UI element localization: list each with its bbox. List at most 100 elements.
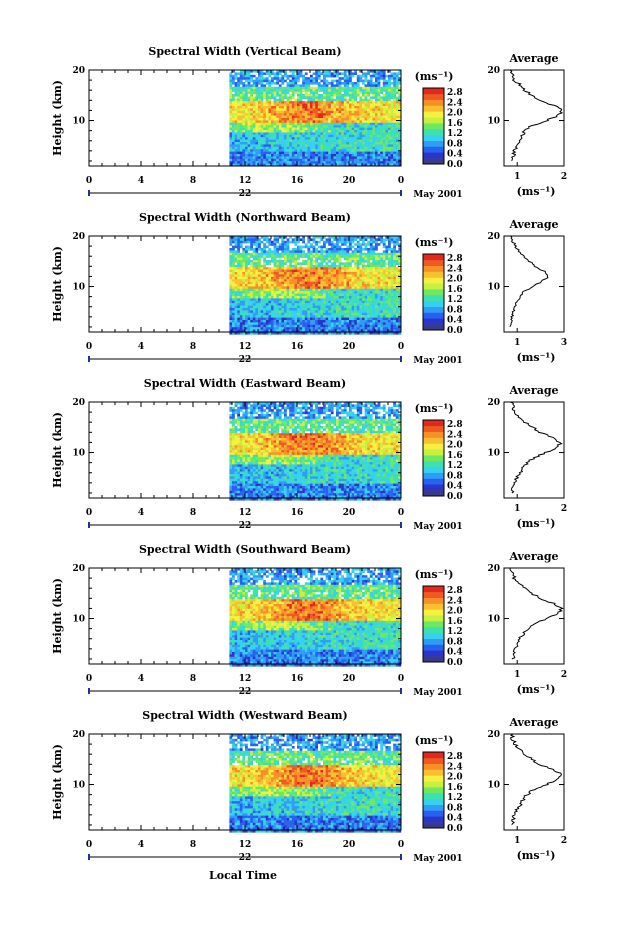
heatmap-cell bbox=[315, 142, 318, 145]
heatmap-cell bbox=[328, 89, 331, 92]
heatmap-cell bbox=[281, 269, 285, 273]
heatmap-cell bbox=[336, 156, 339, 159]
heatmap-cell bbox=[320, 79, 324, 83]
heatmap-cell bbox=[377, 252, 381, 256]
heatmap-cell bbox=[346, 151, 350, 155]
heatmap-cell bbox=[268, 146, 272, 150]
heatmap-cell bbox=[338, 279, 342, 282]
heatmap-cell bbox=[310, 156, 313, 159]
heatmap-cell bbox=[356, 134, 360, 138]
heatmap-cell bbox=[385, 161, 389, 164]
heatmap-cell bbox=[260, 113, 264, 116]
heatmap-cell bbox=[349, 77, 352, 80]
heatmap-cell bbox=[294, 322, 298, 325]
heatmap-cell bbox=[250, 103, 253, 107]
heatmap-cell bbox=[349, 149, 352, 152]
heatmap-cell bbox=[229, 284, 233, 287]
heatmap-cell bbox=[320, 163, 324, 167]
heatmap-cell bbox=[237, 248, 240, 251]
heatmap-cell bbox=[284, 161, 287, 164]
heatmap-cell bbox=[328, 151, 331, 155]
heatmap-cell bbox=[393, 298, 396, 301]
heatmap-cell bbox=[351, 281, 355, 285]
heatmap-cell bbox=[263, 324, 266, 328]
heatmap-cell bbox=[349, 89, 352, 92]
heatmap-cell bbox=[297, 130, 300, 133]
heatmap-cell bbox=[294, 236, 298, 239]
heatmap-cell bbox=[351, 74, 355, 78]
heatmap-cell bbox=[356, 113, 360, 116]
heatmap-cell bbox=[362, 163, 365, 167]
heatmap-cell bbox=[346, 84, 350, 87]
heatmap-cell bbox=[382, 74, 386, 78]
heatmap-cell bbox=[328, 110, 331, 114]
heatmap-cell bbox=[250, 146, 253, 150]
heatmap-cell bbox=[255, 248, 259, 251]
heatmap-cell bbox=[260, 158, 264, 162]
heatmap-cell bbox=[276, 142, 279, 145]
heatmap-cell bbox=[302, 305, 305, 309]
heatmap-cell bbox=[380, 70, 383, 73]
heatmap-cell bbox=[393, 125, 396, 128]
heatmap-cell bbox=[385, 238, 389, 241]
heatmap-cell bbox=[273, 322, 277, 325]
heatmap-cell bbox=[286, 240, 290, 244]
heatmap-cell bbox=[291, 103, 295, 107]
heatmap-cell bbox=[388, 91, 391, 95]
heatmap-cell bbox=[359, 320, 363, 323]
heatmap-cell bbox=[390, 156, 394, 159]
heatmap-cell bbox=[317, 122, 321, 126]
heatmap-cell bbox=[343, 125, 347, 128]
heatmap-cell bbox=[372, 158, 376, 162]
heatmap-cell bbox=[278, 154, 282, 157]
heatmap-cell bbox=[299, 272, 303, 275]
heatmap-cell bbox=[343, 305, 347, 309]
heatmap-cell bbox=[382, 296, 386, 299]
heatmap-cell bbox=[284, 257, 287, 261]
heatmap-cell bbox=[320, 324, 324, 328]
heatmap-cell bbox=[317, 142, 321, 145]
heatmap-cell bbox=[369, 276, 373, 280]
heatmap-cell bbox=[372, 154, 376, 157]
heatmap-cell bbox=[273, 110, 277, 114]
heatmap-cell bbox=[390, 236, 394, 239]
heatmap-cell bbox=[252, 113, 256, 116]
heatmap-cell bbox=[263, 236, 266, 239]
heatmap-cell bbox=[294, 98, 298, 102]
heatmap-cell bbox=[281, 82, 285, 85]
heatmap-cell bbox=[286, 139, 290, 143]
heatmap-cell bbox=[372, 324, 376, 328]
heatmap-cell bbox=[307, 106, 311, 109]
heatmap-cell bbox=[385, 257, 389, 261]
heatmap-cell bbox=[356, 137, 360, 140]
heatmap-cell bbox=[315, 91, 318, 95]
heatmap-cell bbox=[252, 286, 256, 289]
heatmap-cell bbox=[312, 98, 316, 102]
heatmap-cell bbox=[268, 269, 272, 273]
heatmap-cell bbox=[398, 288, 402, 292]
heatmap-cell bbox=[359, 267, 363, 270]
heatmap-cell bbox=[232, 310, 235, 313]
heatmap-cell bbox=[268, 122, 272, 126]
heatmap-cell bbox=[330, 267, 334, 270]
heatmap-cell bbox=[273, 300, 277, 304]
heatmap-cell bbox=[242, 72, 246, 75]
heatmap-cell bbox=[364, 312, 368, 316]
heatmap-cell bbox=[242, 101, 246, 104]
heatmap-cell bbox=[291, 272, 295, 275]
heatmap-cell bbox=[338, 151, 342, 155]
heatmap-cell bbox=[291, 320, 295, 323]
heatmap-cell bbox=[271, 298, 274, 301]
heatmap-cell bbox=[310, 324, 313, 328]
heatmap-cell bbox=[304, 262, 308, 265]
heatmap-cell bbox=[377, 154, 381, 157]
heatmap-cell bbox=[349, 322, 352, 325]
heatmap-cell bbox=[307, 315, 311, 318]
heatmap-cell bbox=[323, 156, 326, 159]
heatmap-cell bbox=[343, 243, 347, 246]
heatmap-cell bbox=[245, 250, 248, 253]
heatmap-cell bbox=[372, 151, 376, 155]
heatmap-cell bbox=[377, 243, 381, 246]
heatmap-cell bbox=[245, 84, 248, 87]
heatmap-cell bbox=[341, 264, 344, 268]
